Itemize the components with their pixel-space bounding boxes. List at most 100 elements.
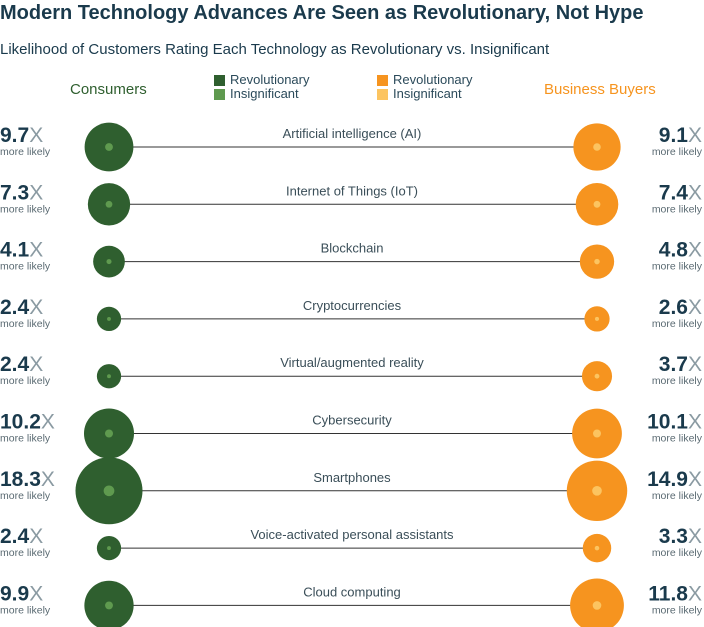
- consumer-value-label: 4.1X: [0, 239, 43, 262]
- consumer-insignificant-dot: [107, 316, 111, 321]
- value-suffix: X: [688, 239, 702, 262]
- value-suffix: X: [29, 296, 43, 319]
- value-suffix: X: [688, 181, 702, 204]
- value-suffix: X: [688, 296, 702, 319]
- category-label: Blockchain: [321, 241, 384, 256]
- business-more-likely: more likely: [652, 375, 703, 387]
- value-suffix: X: [41, 468, 55, 491]
- value-suffix: X: [29, 353, 43, 376]
- business-value-label: 3.7X: [659, 353, 702, 376]
- category-label: Artificial intelligence (AI): [283, 126, 422, 141]
- business-insignificant-dot: [593, 429, 601, 438]
- consumer-value-label: 10.2X: [0, 411, 55, 434]
- legend-label: Insignificant: [230, 86, 299, 101]
- legend-label: Insignificant: [393, 86, 462, 101]
- category-label: Virtual/augmented reality: [280, 355, 424, 370]
- consumer-more-likely: more likely: [0, 375, 51, 387]
- chart-title: Modern Technology Advances Are Seen as R…: [0, 2, 644, 24]
- category-label: Cryptocurrencies: [303, 298, 402, 313]
- business-insignificant-dot: [593, 143, 601, 151]
- category-label: Voice-activated personal assistants: [250, 527, 454, 542]
- value-suffix: X: [41, 411, 55, 434]
- legend-swatch: [377, 88, 388, 100]
- business-buyers-label: Business Buyers: [544, 81, 656, 98]
- business-insignificant-dot: [593, 200, 601, 208]
- consumer-more-likely: more likely: [0, 433, 51, 445]
- consumer-more-likely: more likely: [0, 146, 51, 158]
- business-more-likely: more likely: [652, 490, 703, 502]
- value-suffix: X: [688, 468, 702, 491]
- legend-swatch: [377, 74, 388, 86]
- consumer-insignificant-dot: [107, 374, 111, 379]
- value-suffix: X: [688, 525, 702, 548]
- consumer-value-label: 9.7X: [0, 124, 43, 147]
- business-more-likely: more likely: [652, 203, 703, 215]
- consumer-more-likely: more likely: [0, 490, 51, 502]
- consumer-insignificant-dot: [104, 429, 114, 438]
- category-label: Cloud computing: [303, 584, 401, 599]
- value-suffix: X: [688, 353, 702, 376]
- business-value-label: 11.8X: [648, 582, 702, 605]
- business-insignificant-dot: [592, 601, 602, 610]
- consumer-legend: Revolutionary Insignificant: [214, 73, 310, 101]
- value-suffix: X: [688, 411, 702, 434]
- consumer-value-label: 18.3X: [0, 468, 55, 491]
- legend-swatch: [214, 88, 225, 100]
- business-legend: Revolutionary Insignificant: [377, 73, 473, 101]
- consumer-insignificant-dot: [105, 143, 113, 151]
- business-value-label: 3.3X: [659, 525, 702, 548]
- consumer-more-likely: more likely: [0, 318, 51, 330]
- consumer-value-label: 2.4X: [0, 353, 43, 376]
- consumer-insignificant-dot: [106, 259, 112, 265]
- legend-item-business-revolutionary: Revolutionary: [377, 73, 473, 87]
- business-insignificant-dot: [592, 485, 602, 496]
- consumer-value-label: 9.9X: [0, 582, 43, 605]
- consumer-more-likely: more likely: [0, 261, 51, 273]
- business-insignificant-dot: [594, 258, 600, 265]
- legend-item-consumer-revolutionary: Revolutionary: [214, 73, 310, 87]
- consumer-value-label: 7.3X: [0, 181, 43, 204]
- business-insignificant-dot: [594, 316, 600, 321]
- legend-label: Revolutionary: [393, 72, 473, 87]
- legend-item-business-insignificant: Insignificant: [377, 87, 473, 101]
- business-more-likely: more likely: [652, 604, 703, 616]
- consumer-more-likely: more likely: [0, 203, 51, 215]
- value-suffix: X: [29, 181, 43, 204]
- value-suffix: X: [688, 582, 702, 605]
- business-value-label: 14.9X: [647, 468, 702, 491]
- consumers-label: Consumers: [70, 81, 147, 98]
- consumer-insignificant-dot: [105, 601, 113, 610]
- value-suffix: X: [688, 124, 702, 147]
- value-suffix: X: [29, 582, 43, 605]
- business-more-likely: more likely: [652, 433, 703, 445]
- consumer-more-likely: more likely: [0, 547, 51, 559]
- consumer-value-label: 2.4X: [0, 296, 43, 319]
- category-label: Internet of Things (IoT): [286, 183, 418, 198]
- business-value-label: 2.6X: [659, 296, 702, 319]
- consumer-insignificant-dot: [105, 200, 113, 208]
- business-value-label: 7.4X: [659, 181, 702, 204]
- consumer-insignificant-dot: [107, 546, 111, 551]
- legend-item-consumer-insignificant: Insignificant: [214, 87, 310, 101]
- chart-subtitle: Likelihood of Customers Rating Each Tech…: [0, 41, 550, 58]
- consumer-more-likely: more likely: [0, 604, 51, 616]
- business-more-likely: more likely: [652, 261, 703, 273]
- business-value-label: 9.1X: [659, 124, 702, 147]
- business-more-likely: more likely: [652, 318, 703, 330]
- value-suffix: X: [29, 239, 43, 262]
- category-label: Cybersecurity: [312, 413, 392, 428]
- business-value-label: 10.1X: [647, 411, 702, 434]
- legend-swatch: [214, 74, 225, 86]
- value-suffix: X: [29, 124, 43, 147]
- business-value-label: 4.8X: [659, 239, 702, 262]
- business-insignificant-dot: [594, 545, 600, 551]
- consumer-value-label: 2.4X: [0, 525, 43, 548]
- business-insignificant-dot: [594, 373, 600, 379]
- value-suffix: X: [29, 525, 43, 548]
- legend-label: Revolutionary: [230, 72, 310, 87]
- business-more-likely: more likely: [652, 146, 703, 158]
- category-label: Smartphones: [313, 470, 391, 485]
- consumer-insignificant-dot: [103, 485, 115, 497]
- business-more-likely: more likely: [652, 547, 703, 559]
